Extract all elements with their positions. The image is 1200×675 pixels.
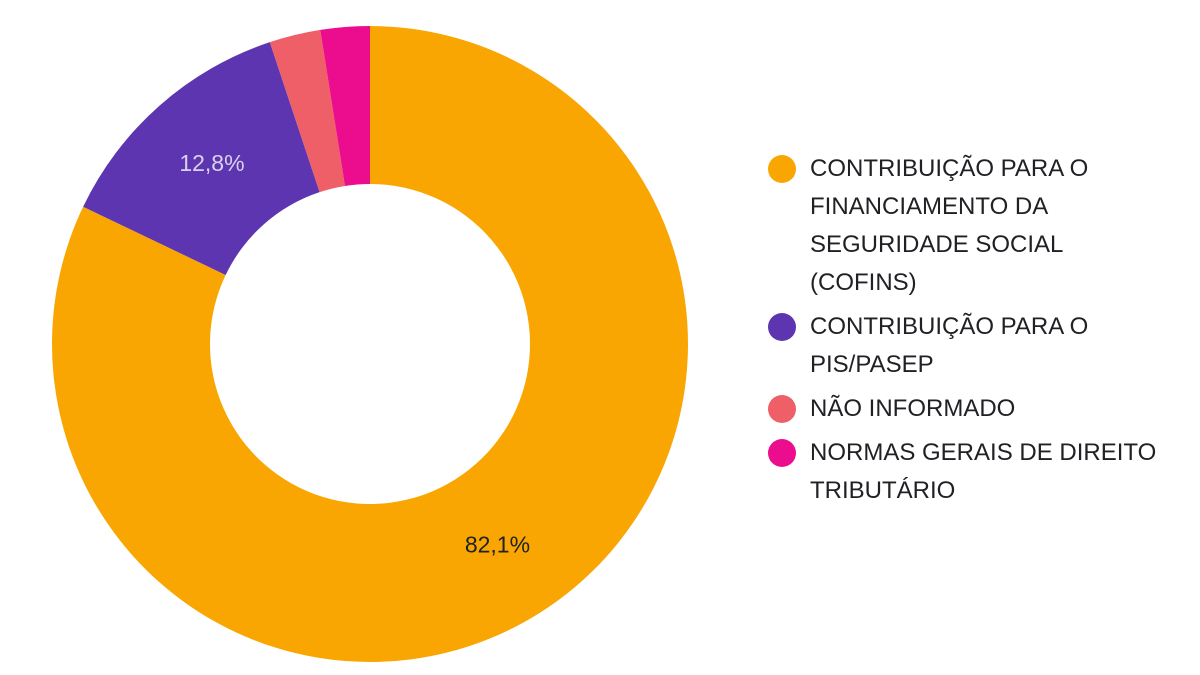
legend-swatch-2 (768, 313, 796, 341)
donut-slice-1 (51, 26, 689, 662)
legend-label-4: NORMAS GERAIS DE DIREITO TRIBUTÁRIO (810, 439, 1157, 504)
legend: CONTRIBUIÇÃO PARA O FINANCIAMENTO DA SEG… (768, 150, 1188, 516)
legend-label-3: NÃO INFORMADO (810, 395, 1016, 422)
slice-label-2: 12,8% (179, 150, 244, 176)
donut-plot: 82,1% 12,8% (51, 26, 689, 662)
legend-swatch-1 (768, 155, 796, 183)
slice-label-1: 82,1% (465, 531, 530, 557)
donut-slice-3 (269, 29, 345, 193)
legend-item-4[interactable]: NORMAS GERAIS DE DIREITO TRIBUTÁRIO (768, 434, 1188, 510)
legend-item-1[interactable]: CONTRIBUIÇÃO PARA O FINANCIAMENTO DA SEG… (768, 150, 1188, 302)
legend-label-1: CONTRIBUIÇÃO PARA O FINANCIAMENTO DA SEG… (810, 155, 1089, 296)
legend-swatch-3 (768, 395, 796, 423)
donut-slice-4 (320, 26, 370, 186)
legend-label-2: CONTRIBUIÇÃO PARA O PIS/PASEP (810, 313, 1089, 378)
legend-item-3[interactable]: NÃO INFORMADO (768, 390, 1188, 428)
legend-swatch-4 (768, 439, 796, 467)
donut-slice-2 (83, 42, 320, 275)
legend-item-2[interactable]: CONTRIBUIÇÃO PARA O PIS/PASEP (768, 308, 1188, 384)
